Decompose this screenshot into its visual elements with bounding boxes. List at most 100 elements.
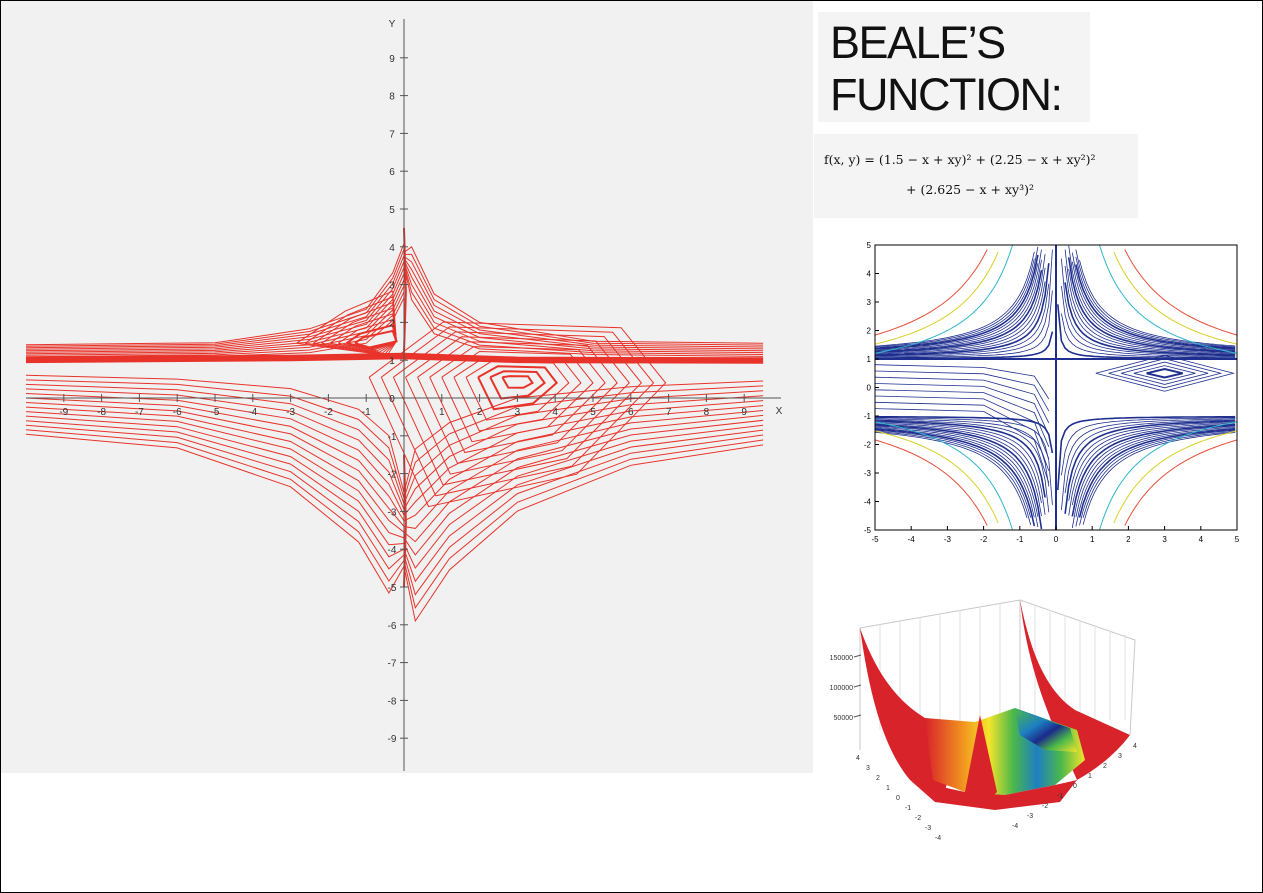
surface-x-tick-label: 1	[886, 785, 890, 792]
contour-upper-right	[403, 257, 764, 350]
contour-lower-left	[25, 429, 405, 582]
x-tick-label: 6	[628, 407, 634, 418]
title-line-1: BEALE’S	[830, 17, 1006, 68]
contour-curve-lr	[1057, 415, 1236, 491]
contour-lower-right	[403, 385, 764, 499]
contour-loop	[1121, 361, 1209, 385]
contour-lower-right	[403, 444, 764, 623]
formula-line-2: + (2.625 − x + xy³)²	[906, 182, 1035, 197]
contour-curve-lr	[1061, 417, 1236, 476]
contour-y-tick-label: 5	[867, 241, 872, 250]
contour-curve-ul	[875, 281, 1046, 355]
surface-front-spike	[965, 715, 997, 799]
contour-lower-left	[25, 415, 405, 546]
surface-valley-blue	[1015, 710, 1077, 752]
contour-curve-lr	[1071, 423, 1236, 505]
contour-loop	[1095, 354, 1235, 392]
y-tick-label: -5	[388, 583, 397, 594]
contour-curve-lr	[1071, 424, 1236, 517]
y-tick-label: 6	[389, 167, 395, 178]
y-tick-label: -3	[388, 507, 397, 518]
contour-loop-right	[380, 326, 655, 497]
contour-lower-right	[403, 414, 764, 543]
contour-y-tick-label: -3	[864, 469, 872, 478]
x-tick-label: -4	[248, 407, 257, 418]
surface-x-tick-label: -4	[935, 835, 941, 842]
contour-upper-right	[403, 246, 764, 344]
contour-upper-left	[25, 267, 405, 352]
contour-lower-left	[25, 397, 405, 522]
x-axis-label: X	[776, 406, 783, 417]
surface-z-tick-label: 100000	[830, 685, 853, 692]
contour-upper-left	[25, 249, 405, 347]
contour-curve-ur	[1064, 265, 1236, 355]
contour-y-tick-label: -1	[864, 412, 872, 421]
y-tick-label: -1	[388, 432, 397, 443]
contour-curve-lr	[1075, 427, 1236, 527]
contour-y-tick-label: -5	[864, 526, 872, 535]
contour-curve-ul	[874, 254, 1039, 350]
x-tick-label: 5	[590, 407, 596, 418]
y-tick-label: 8	[389, 92, 395, 103]
contour-outer-curve	[874, 244, 1014, 354]
contour-lower-right	[403, 395, 764, 510]
contour-y-tick-label: 3	[867, 298, 872, 307]
contour-curve-ll	[874, 415, 1054, 454]
title-line-2: FUNCTION:	[830, 69, 1063, 120]
contour-upper-left	[25, 243, 405, 346]
contour-lower-left	[25, 402, 405, 527]
y-tick-label: 2	[389, 318, 395, 329]
contour-outer-curve	[874, 251, 999, 345]
surface-x-tick-label: -1	[905, 805, 911, 812]
contour-upper-left	[25, 255, 405, 349]
contour-outer-curve	[874, 439, 988, 526]
contour-lower-left	[25, 420, 405, 558]
surface-tick-labels: 1500001000005000043210-1-2-3-4-4-3-2-101…	[830, 654, 1137, 842]
contour-curve-ul	[874, 258, 1035, 348]
contour-loop-right	[368, 321, 667, 508]
surface-z-tick-label: 50000	[834, 715, 854, 722]
contour-curve-ul	[875, 249, 1053, 358]
contour-lower-left	[25, 388, 405, 510]
surface-plot: 150000 100000 50000 4 3 2 1 0 -1 -2 -3 -4 -4 -3 -2 -1 0 1…	[815, 580, 1145, 860]
contour-lower-right	[403, 380, 764, 493]
x-tick-label: -8	[97, 407, 106, 418]
contour-curve-ur	[1068, 245, 1236, 352]
contour-curve-ur	[1075, 249, 1236, 348]
contour-curve-ml	[874, 383, 1050, 435]
surface-right-wall	[1020, 600, 1130, 780]
formula-box: f(x, y) = (1.5 − x + xy)² + (2.25 − x + …	[814, 134, 1138, 218]
contour-loop-right	[405, 336, 630, 475]
formula-line-1: f(x, y) = (1.5 − x + xy)² + (2.25 − x + …	[824, 152, 1096, 167]
surface-y-tick-label: 2	[1103, 763, 1107, 770]
contour-lower-left	[25, 374, 405, 493]
y-axis-label: Y	[389, 19, 396, 30]
main-contour-svg: -9 -8 -7 -6 -5 -4 -3 -2 -1 1 2 3 4 5 6 7 8 9 9 8 7 6 5 4 3 2 1 0 -1 -…	[25, 19, 783, 771]
contour-curve-ll	[875, 419, 1050, 513]
contour-curve-lr	[1075, 426, 1236, 518]
y-tick-label: 1	[389, 356, 395, 367]
contour-curve-ur	[1064, 249, 1236, 354]
contour-loop	[1146, 367, 1183, 379]
spike-upper	[403, 227, 407, 353]
contour-curve-ll	[874, 424, 1043, 530]
contour-y-tick-label: -2	[864, 441, 872, 450]
contour-curve-ml	[874, 370, 1050, 412]
contour-loop	[1133, 365, 1196, 382]
small-contour-plot: -5 -4 -3 -2 -1 0 1 2 3 4 5 5 4 3 2 1 0 -1 -2 -3 -4 -5	[840, 232, 1255, 547]
contour-curve-ml	[874, 389, 1050, 447]
contour-curve-lr	[1078, 428, 1236, 518]
contour-outer-curve	[874, 249, 988, 336]
contour-curve-lr	[1079, 430, 1236, 526]
contour-outer-curve	[874, 430, 999, 524]
contour-outer-curve	[1113, 430, 1238, 524]
contour-curve-ml	[874, 364, 1050, 400]
surface-x-tick-label: 2	[876, 775, 880, 782]
surface-front-rim	[910, 780, 1077, 810]
small-contour-lines	[874, 244, 1238, 531]
contour-outer-curve	[1098, 244, 1238, 354]
surface-x-tick-label: 0	[896, 795, 900, 802]
x-tick-label: 7	[666, 407, 672, 418]
contour-lower-right	[403, 405, 764, 522]
contour-curve-ur	[1061, 258, 1236, 357]
